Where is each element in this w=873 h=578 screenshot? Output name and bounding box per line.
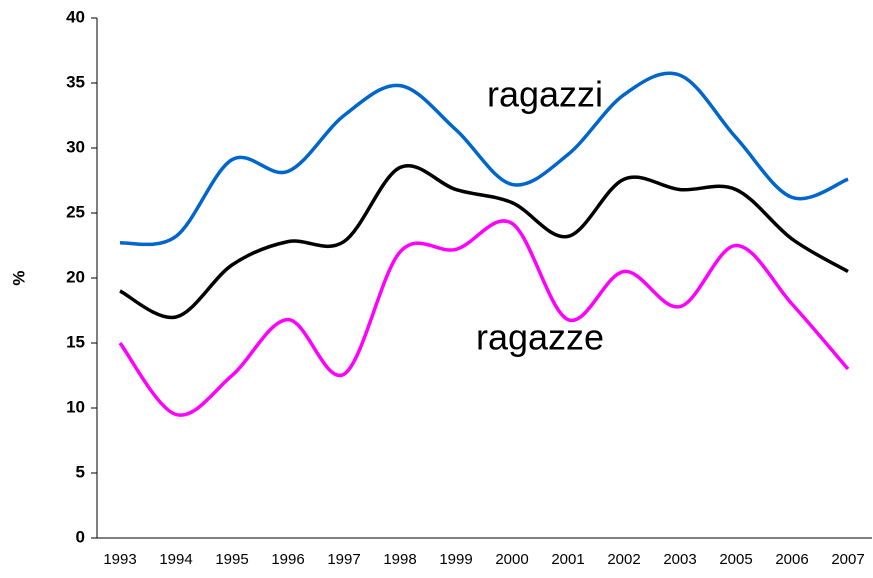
x-tick-label: 1996	[271, 551, 304, 568]
series-label: ragazze	[476, 317, 604, 358]
series-label: ragazzi	[487, 74, 603, 115]
x-tick-label: 2003	[663, 551, 696, 568]
x-tick-label: 1994	[159, 551, 192, 568]
x-tick-label: 1995	[215, 551, 248, 568]
x-tick-label: 1999	[439, 551, 472, 568]
x-tick-label: 2001	[551, 551, 584, 568]
x-tick-label: 2005	[719, 551, 752, 568]
x-tick-label: 1998	[383, 551, 416, 568]
line-series	[118, 219, 850, 417]
x-tick-label: 2002	[607, 551, 640, 568]
y-tick-label: 5	[76, 462, 85, 481]
x-tick-label: 2000	[495, 551, 528, 568]
y-tick-label: 10	[66, 397, 85, 416]
y-tick-label: 0	[76, 527, 85, 546]
x-tick-label: 1993	[103, 551, 136, 568]
y-tick-label: 30	[66, 137, 85, 156]
y-tick-label: 25	[66, 202, 85, 221]
x-tick-label: 1997	[327, 551, 360, 568]
line-series	[119, 164, 849, 320]
y-axis-label: %	[9, 270, 28, 285]
y-tick-label: 20	[66, 267, 85, 286]
y-tick-label: 15	[66, 332, 85, 351]
x-tick-label: 2007	[831, 551, 864, 568]
line-series	[119, 71, 849, 247]
x-tick-label: 2006	[775, 551, 808, 568]
y-tick-label: 40	[66, 7, 85, 26]
y-tick-label: 35	[66, 72, 85, 91]
